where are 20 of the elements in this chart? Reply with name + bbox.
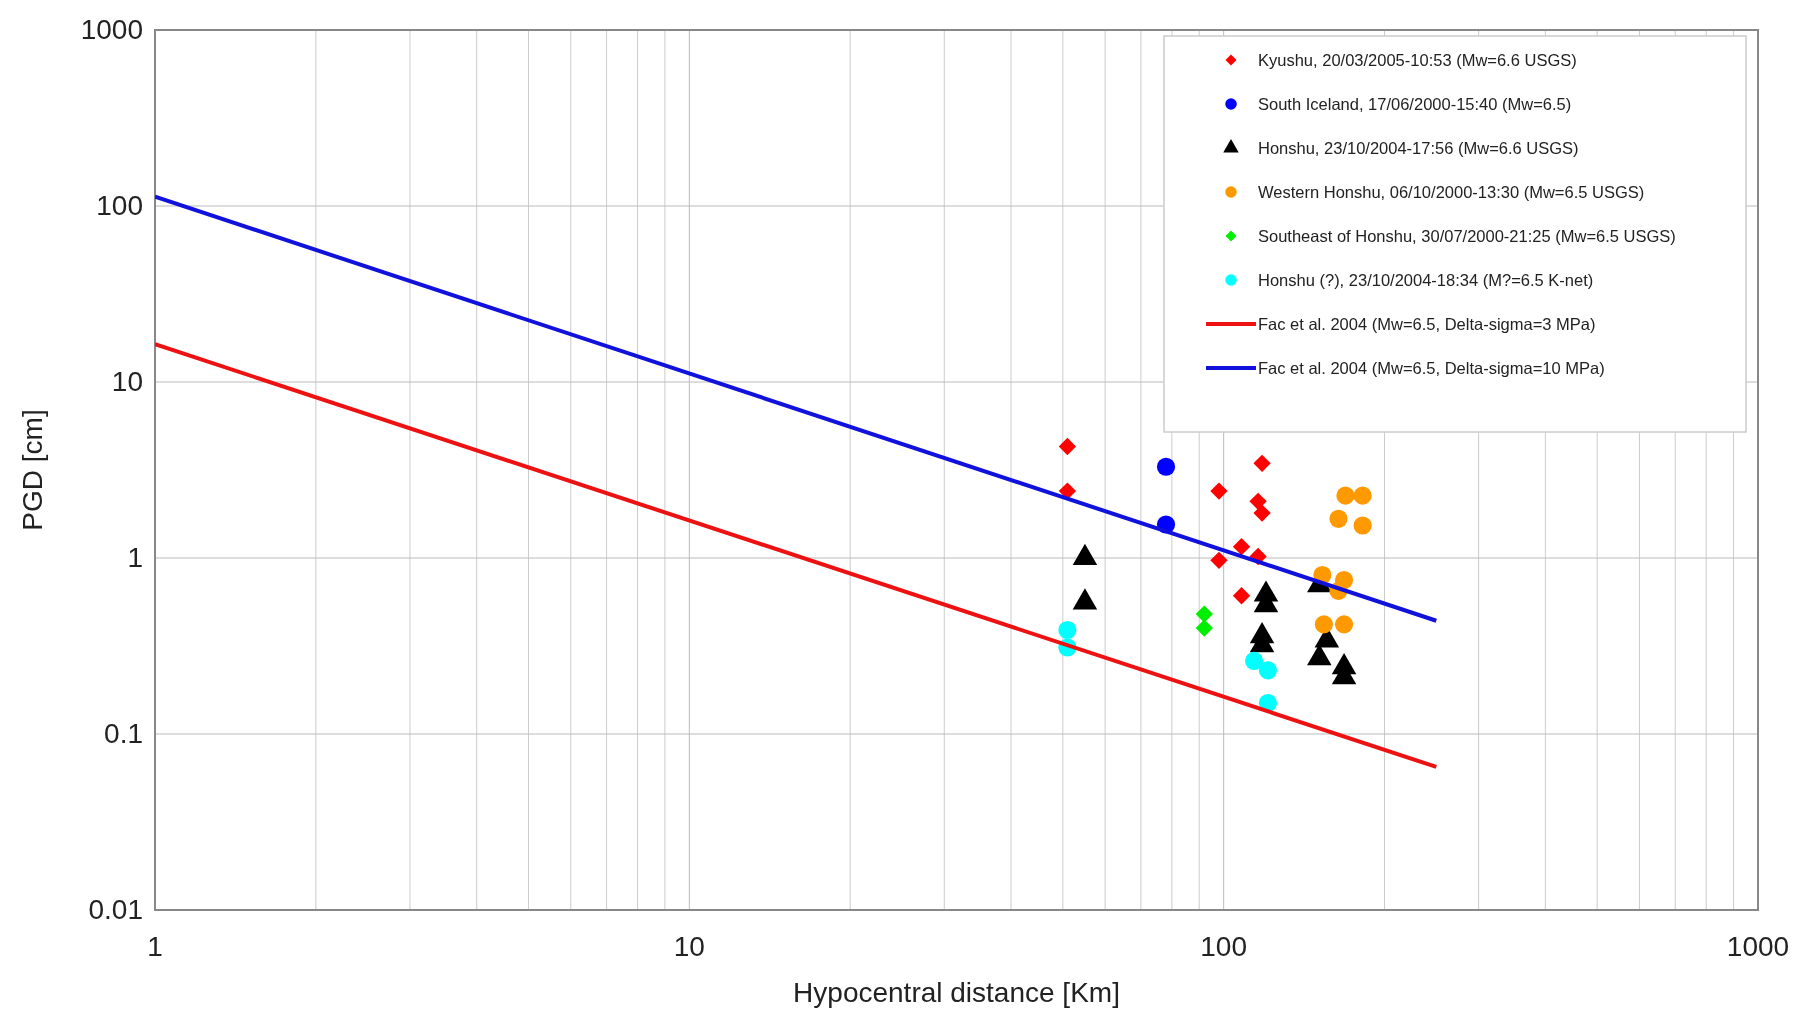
x-tick-label: 10 (673, 931, 705, 962)
legend-label: Fac et al. 2004 (Mw=6.5, Delta-sigma=3 MPa) (1258, 315, 1596, 333)
legend-label: Honshu, 23/10/2004-17:56 (Mw=6.6 USGS) (1258, 139, 1579, 157)
legend-label: Honshu (?), 23/10/2004-18:34 (M?=6.5 K-net) (1258, 271, 1594, 289)
y-tick-label: 10 (111, 366, 143, 397)
y-tick-label: 0.1 (104, 718, 143, 749)
legend-label: Fac et al. 2004 (Mw=6.5, Delta-sigma=10 MPa) (1258, 359, 1605, 377)
x-axis-title: Hypocentral distance [Km] (793, 977, 1120, 1008)
y-tick-label: 100 (96, 190, 143, 221)
y-tick-label: 0.01 (88, 894, 143, 925)
y-axis-title: PGD [cm] (17, 409, 48, 531)
x-tick-label: 1000 (1726, 931, 1790, 962)
x-tick-label: 100 (1200, 931, 1248, 962)
x-tick-label: 1 (147, 931, 163, 962)
legend-label: Kyushu, 20/03/2005-10:53 (Mw=6.6 USGS) (1258, 51, 1577, 69)
y-tick-label: 1000 (80, 14, 143, 45)
legend-label: South Iceland, 17/06/2000-15:40 (Mw=6.5) (1258, 95, 1572, 113)
legend-label: Southeast of Honshu, 30/07/2000-21:25 (Mw=6.5 USGS) (1258, 227, 1676, 245)
y-tick-label: 1 (127, 542, 143, 573)
legend-label: Western Honshu, 06/10/2000-13:30 (Mw=6.5 USGS) (1258, 183, 1645, 201)
